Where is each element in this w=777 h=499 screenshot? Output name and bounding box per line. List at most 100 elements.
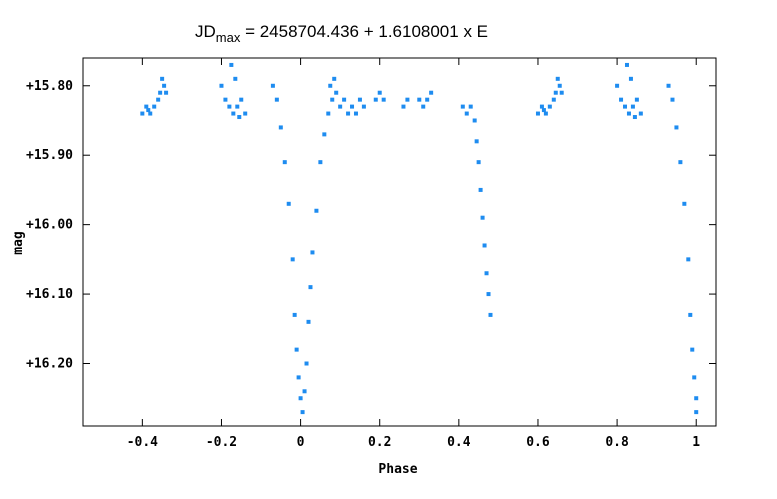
data-point — [233, 76, 238, 81]
data-point — [357, 97, 362, 102]
data-point — [162, 83, 167, 88]
data-point — [688, 312, 693, 317]
data-point — [274, 97, 279, 102]
data-point — [292, 312, 297, 317]
data-point — [298, 396, 303, 401]
data-point — [482, 243, 487, 248]
data-point — [286, 201, 291, 206]
data-point — [630, 104, 635, 109]
data-point — [270, 83, 275, 88]
x-tick-label: 0.6 — [526, 435, 550, 450]
data-point — [405, 97, 410, 102]
data-point — [632, 115, 637, 120]
data-point — [144, 104, 149, 109]
data-point — [476, 160, 481, 165]
y-tick-label: +16.20 — [26, 357, 73, 372]
data-point — [314, 208, 319, 213]
data-point — [484, 271, 489, 276]
data-point — [421, 104, 426, 109]
data-point — [290, 257, 295, 262]
data-point — [555, 76, 560, 81]
data-point — [468, 104, 473, 109]
data-point — [373, 97, 378, 102]
data-point — [478, 187, 483, 192]
y-tick-label: +15.80 — [26, 79, 73, 94]
data-point — [353, 111, 358, 116]
data-point — [694, 410, 699, 415]
x-tick-label: 1 — [692, 435, 700, 450]
data-point — [334, 90, 339, 95]
data-point — [318, 160, 323, 165]
data-point — [547, 104, 552, 109]
data-point — [628, 76, 633, 81]
data-point — [686, 257, 691, 262]
data-point — [156, 97, 161, 102]
data-point — [304, 361, 309, 366]
data-point — [557, 83, 562, 88]
data-point — [377, 90, 382, 95]
data-point — [690, 347, 695, 352]
data-point — [670, 97, 675, 102]
data-point — [338, 104, 343, 109]
data-point — [486, 292, 491, 297]
data-point — [282, 160, 287, 165]
y-tick-label: +16.00 — [26, 218, 73, 233]
data-point — [553, 90, 558, 95]
data-point — [306, 319, 311, 324]
data-point — [626, 111, 631, 116]
data-point — [559, 90, 564, 95]
data-point — [674, 125, 679, 130]
data-point — [682, 201, 687, 206]
x-tick-label: 0.4 — [447, 435, 471, 450]
data-point — [231, 111, 236, 116]
data-point — [624, 62, 629, 67]
data-point — [460, 104, 465, 109]
data-point — [425, 97, 430, 102]
data-point — [332, 76, 337, 81]
x-tick-label: 0 — [297, 435, 305, 450]
x-axis-ticks: -0.4 -0.2 0 0.2 0.4 0.6 0.8 1 — [127, 58, 700, 450]
data-point — [326, 111, 331, 116]
data-point — [223, 97, 228, 102]
data-point — [294, 347, 299, 352]
data-point — [619, 97, 624, 102]
data-point — [615, 83, 620, 88]
x-tick-label: 0.2 — [368, 435, 391, 450]
data-point — [229, 62, 234, 67]
data-point — [308, 285, 313, 290]
data-point — [623, 104, 628, 109]
data-point — [694, 396, 699, 401]
y-axis-ticks: +15.80 +15.90 +16.00 +16.10 +16.20 — [26, 79, 716, 372]
data-point — [146, 108, 151, 113]
y-tick-label: +15.90 — [26, 148, 73, 163]
data-point — [350, 104, 355, 109]
x-axis-label: Phase — [378, 462, 417, 477]
data-point — [488, 312, 493, 317]
x-tick-label: -0.2 — [206, 435, 237, 450]
data-point — [474, 139, 479, 144]
data-point — [235, 104, 240, 109]
plot-frame — [82, 57, 717, 427]
data-point — [678, 160, 683, 165]
data-point — [148, 111, 153, 116]
chart-title: JDmax = 2458704.436 + 1.6108001 x E — [195, 22, 488, 45]
data-point — [296, 375, 301, 380]
data-point — [243, 111, 248, 116]
data-point — [158, 90, 163, 95]
data-point — [219, 83, 224, 88]
data-point — [237, 115, 242, 120]
data-point — [310, 250, 315, 255]
data-point — [322, 132, 327, 137]
data-point — [692, 375, 697, 380]
data-point — [638, 111, 643, 116]
data-point — [160, 76, 165, 81]
data-point — [464, 111, 469, 116]
data-points — [140, 62, 699, 415]
data-point — [328, 83, 333, 88]
data-point — [541, 108, 546, 113]
data-point — [401, 104, 406, 109]
data-point — [551, 97, 556, 102]
data-point — [278, 125, 283, 130]
data-point — [302, 389, 307, 394]
